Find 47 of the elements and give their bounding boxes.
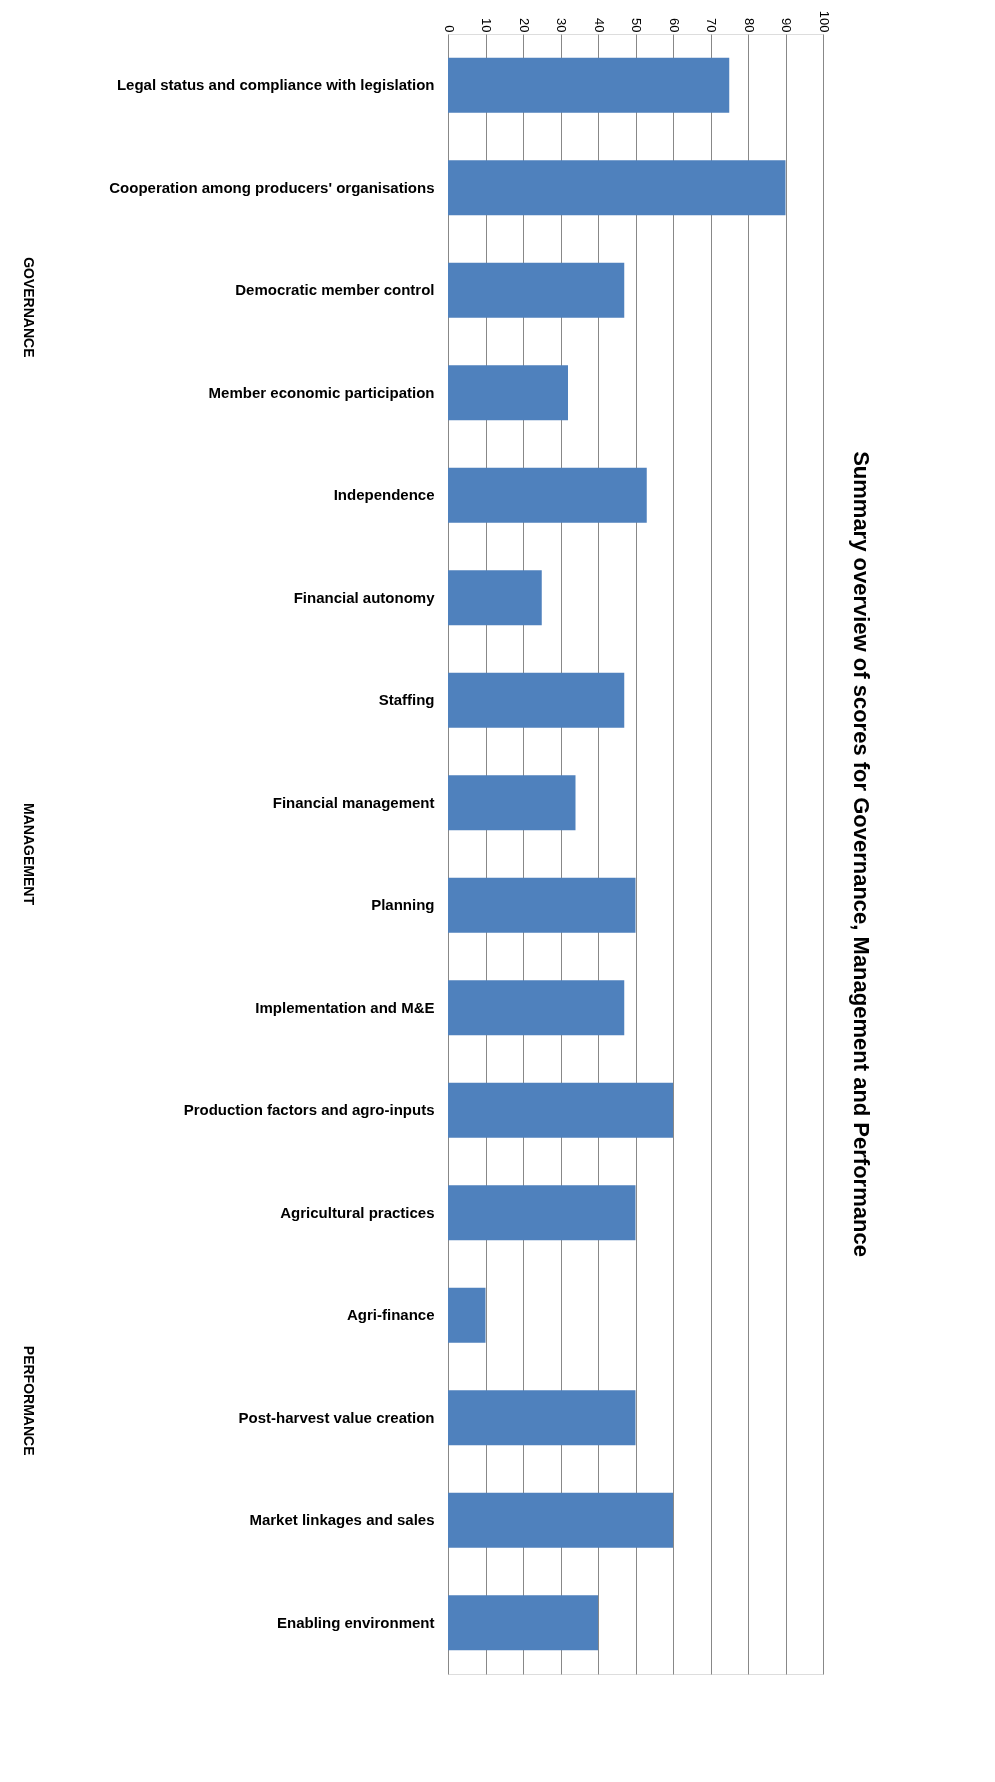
bar bbox=[448, 1390, 636, 1446]
bar bbox=[448, 775, 576, 831]
x-tick-label: 100 bbox=[816, 10, 832, 33]
bar bbox=[448, 570, 542, 626]
bar bbox=[448, 877, 636, 933]
y-tick-label: Member economic participation bbox=[208, 383, 435, 401]
bar bbox=[448, 672, 625, 728]
bar bbox=[448, 1082, 673, 1138]
bar bbox=[448, 1492, 673, 1548]
y-tick-label: Financial management bbox=[272, 793, 435, 811]
y-tick-label: Agri-finance bbox=[346, 1306, 435, 1324]
y-tick-label: Post-harvest value creation bbox=[238, 1408, 435, 1426]
x-tick-label: 40 bbox=[591, 18, 607, 33]
y-tick-label: Production factors and agro-inputs bbox=[183, 1101, 435, 1119]
y-tick-label: Market linkages and sales bbox=[249, 1511, 435, 1529]
x-tick-label: 60 bbox=[666, 18, 682, 33]
y-tick-label: Implementation and M&E bbox=[255, 998, 435, 1016]
y-tick-label: Democratic member control bbox=[235, 281, 435, 299]
x-tick-label: 80 bbox=[741, 18, 757, 33]
y-tick-label: Planning bbox=[371, 896, 435, 914]
bar bbox=[448, 1595, 598, 1651]
x-tick-label: 50 bbox=[629, 18, 644, 33]
y-tick-label: Agricultural practices bbox=[280, 1203, 435, 1221]
y-tick-label: Staffing bbox=[378, 691, 435, 709]
bar bbox=[448, 1287, 486, 1343]
y-tick-label: Cooperation among producers' organisations bbox=[109, 178, 435, 196]
text: MANAGEMENT bbox=[21, 803, 37, 906]
y-tick-label: Legal status and compliance with legislation bbox=[116, 76, 435, 94]
bar bbox=[448, 365, 568, 421]
bar bbox=[448, 160, 786, 216]
x-tick-label: 0 bbox=[441, 25, 457, 33]
bar bbox=[448, 57, 730, 113]
x-tick-label: 10 bbox=[479, 18, 494, 33]
bar bbox=[448, 262, 625, 318]
x-tick-label: 70 bbox=[704, 18, 719, 33]
y-tick-label: Enabling environment bbox=[276, 1613, 435, 1631]
bar bbox=[448, 980, 625, 1036]
x-tick-label: 30 bbox=[554, 18, 569, 33]
x-tick-label: 20 bbox=[516, 18, 532, 33]
y-tick-label: Independence bbox=[333, 486, 435, 504]
text: PERFORMANCE bbox=[21, 1345, 37, 1456]
x-tick-label: 90 bbox=[779, 18, 794, 33]
text: Summary overview of scores for Governance, Management and Performance bbox=[849, 451, 874, 1257]
bar bbox=[448, 1185, 636, 1241]
text: GOVERNANCE bbox=[21, 257, 37, 358]
bar bbox=[448, 467, 647, 523]
y-tick-label: Financial autonomy bbox=[293, 588, 436, 606]
